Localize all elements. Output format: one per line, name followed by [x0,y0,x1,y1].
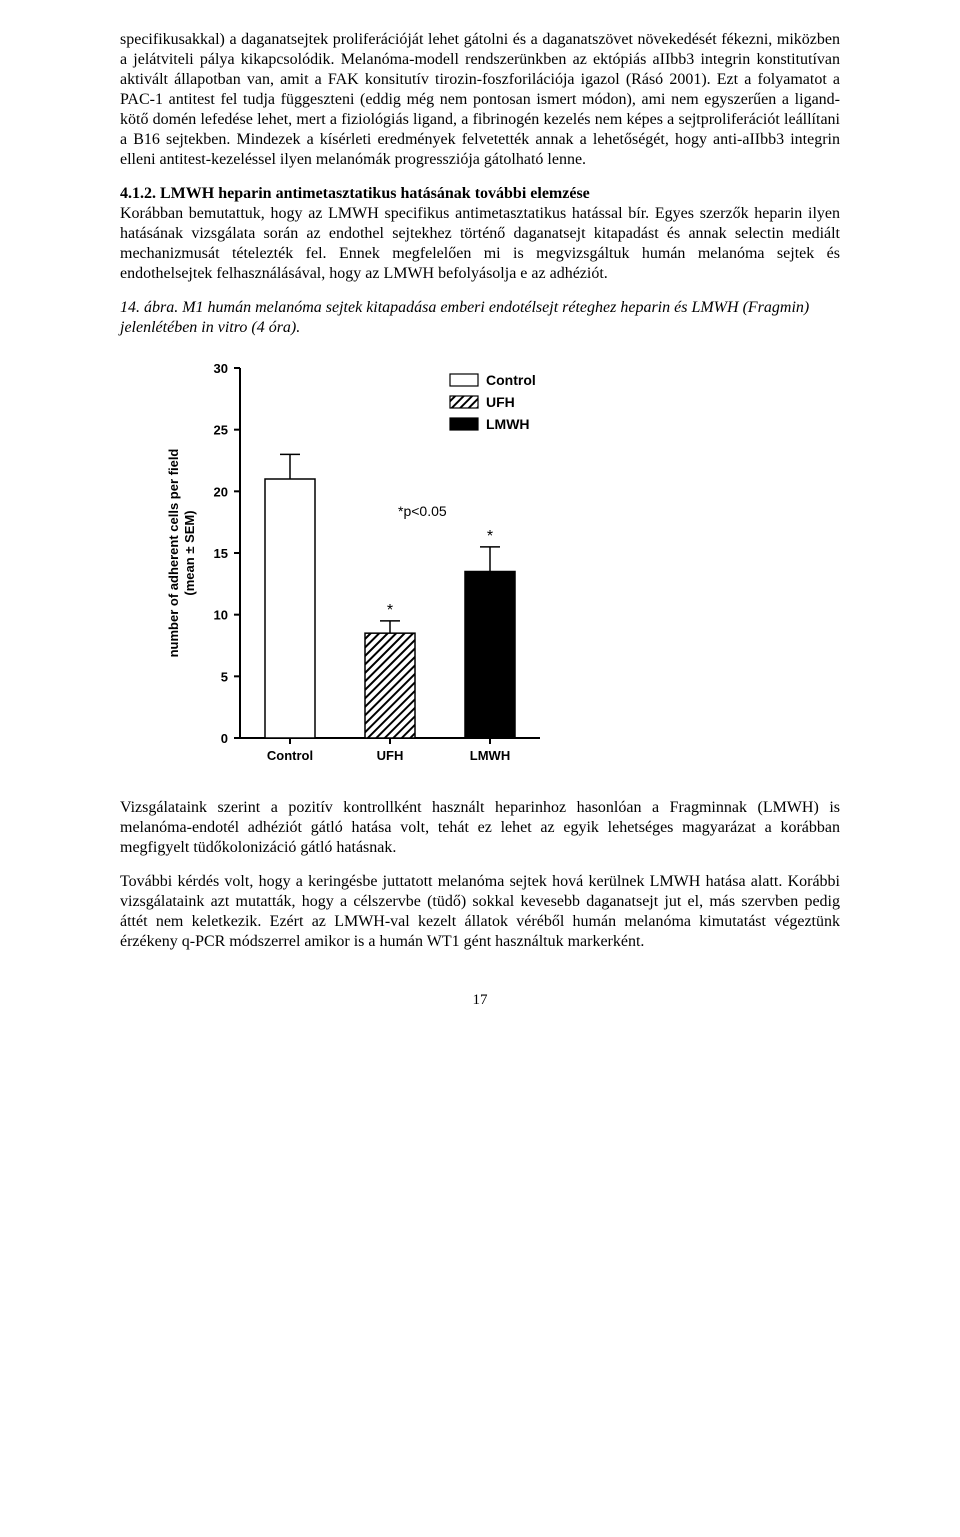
svg-text:number of adherent cells per f: number of adherent cells per field(mean … [166,449,197,658]
svg-text:15: 15 [214,546,228,561]
svg-text:30: 30 [214,361,228,376]
paragraph-3: Vizsgálataink szerint a pozitív kontroll… [120,798,840,858]
svg-text:Control: Control [486,372,536,388]
svg-text:UFH: UFH [377,748,404,763]
figure-caption: 14. ábra. M1 humán melanóma sejtek kitap… [120,298,840,338]
svg-text:*: * [387,602,393,619]
svg-text:LMWH: LMWH [470,748,510,763]
svg-text:5: 5 [221,669,228,684]
page-number: 17 [120,992,840,1009]
bar-chart-svg: 0 5 10 15 20 25 30 number of adherent cells per… [120,348,640,778]
svg-text:25: 25 [214,423,228,438]
bar-chart: 0 5 10 15 20 25 30 number of adherent cells per… [120,348,640,778]
svg-text:10: 10 [214,608,228,623]
svg-text:20: 20 [214,484,228,499]
svg-text:Control: Control [267,748,313,763]
svg-text:*p<0.05: *p<0.05 [398,503,447,519]
section-title: 4.1.2. LMWH heparin antimetasztatikus ha… [120,184,840,204]
page: specifikusakkal) a daganatsejtek prolife… [60,0,900,1049]
paragraph-4: További kérdés volt, hogy a keringésbe j… [120,872,840,952]
paragraph-2: Korábban bemutattuk, hogy az LMWH specif… [120,204,840,284]
svg-text:0: 0 [221,731,228,746]
svg-text:LMWH: LMWH [486,416,530,432]
paragraph-1: specifikusakkal) a daganatsejtek prolife… [120,30,840,170]
svg-text:*: * [487,528,493,545]
svg-text:UFH: UFH [486,394,515,410]
